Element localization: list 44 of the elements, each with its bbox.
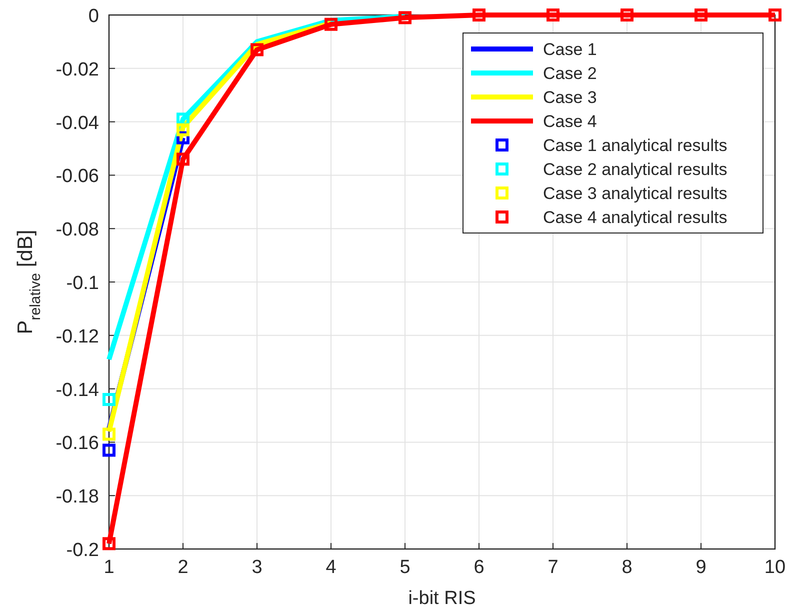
legend-label: Case 2 analytical results: [543, 160, 728, 179]
legend-label: Case 1: [543, 40, 597, 59]
legend-label: Case 3 analytical results: [543, 184, 728, 203]
legend-label: Case 2: [543, 64, 597, 83]
y-tick-label: -0.02: [56, 59, 99, 80]
x-tick-label: 9: [696, 557, 706, 578]
y-tick-label: -0.16: [56, 433, 99, 454]
point: [250, 43, 264, 56]
x-tick-label: 4: [326, 557, 337, 578]
x-tick-label: 3: [252, 557, 262, 578]
point: [102, 392, 116, 406]
point: [102, 444, 116, 457]
y-tick-label: -0.18: [56, 486, 99, 508]
x-tick-label: 10: [764, 557, 786, 578]
legend-label: Case 4: [543, 112, 597, 131]
x-tick-label: 5: [400, 557, 410, 578]
point: [694, 8, 708, 22]
y-tick-label: -0.1: [66, 273, 99, 294]
x-tick-label: 2: [178, 557, 188, 578]
y-tick-label: -0.04: [56, 112, 100, 134]
point: [324, 18, 338, 31]
y-tick-label: -0.2: [66, 540, 99, 561]
x-tick-label: 1: [104, 557, 114, 578]
x-tick-label: 7: [548, 557, 558, 578]
point: [398, 11, 412, 24]
legend-label: Case 1 analytical results: [543, 136, 728, 155]
point: [102, 428, 116, 441]
y-tick-label: 0: [88, 6, 99, 27]
y-tick-label: -0.14: [56, 380, 100, 401]
y-tick-label: -0.08: [56, 220, 99, 241]
x-tick-label: 8: [622, 557, 632, 578]
point: [102, 537, 116, 550]
point: [176, 123, 190, 136]
y-tick-label: -0.12: [56, 326, 99, 348]
x-tick-label: 6: [474, 557, 484, 578]
point: [176, 152, 190, 166]
legend-label: Case 4 analytical results: [543, 208, 728, 227]
legend-label: Case 3: [543, 88, 597, 107]
point: [768, 8, 782, 22]
point: [620, 8, 634, 22]
point: [472, 8, 486, 22]
point: [546, 8, 560, 22]
x-axis-title: i-bit RIS: [408, 588, 476, 609]
y-tick-label: -0.06: [56, 166, 99, 188]
